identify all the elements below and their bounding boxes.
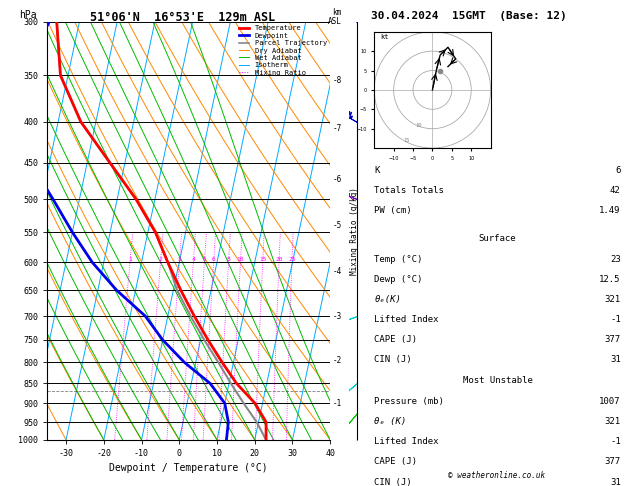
Text: hPa: hPa: [19, 10, 36, 20]
Text: -1: -1: [332, 399, 342, 408]
Text: Temp (°C): Temp (°C): [374, 255, 423, 264]
Text: 1.49: 1.49: [599, 206, 621, 215]
Text: -5: -5: [332, 222, 342, 230]
Text: -8: -8: [332, 76, 342, 85]
Text: Pressure (mb): Pressure (mb): [374, 397, 444, 406]
Text: Surface: Surface: [479, 234, 516, 243]
Text: θₑ(K): θₑ(K): [374, 295, 401, 304]
Text: -1: -1: [610, 315, 621, 324]
Text: Mixing Ratio (g/kg): Mixing Ratio (g/kg): [350, 187, 359, 275]
Text: 15: 15: [259, 258, 267, 262]
Text: Dewp (°C): Dewp (°C): [374, 275, 423, 284]
Text: -2: -2: [332, 356, 342, 364]
Text: -7: -7: [332, 124, 342, 133]
Text: 1007: 1007: [599, 397, 621, 406]
Text: K: K: [374, 166, 380, 174]
Text: -6: -6: [332, 174, 342, 184]
Text: © weatheronline.co.uk: © weatheronline.co.uk: [448, 471, 545, 480]
Text: 321: 321: [604, 295, 621, 304]
Text: PW (cm): PW (cm): [374, 206, 412, 215]
Text: 377: 377: [604, 457, 621, 467]
Text: 30.04.2024  15GMT  (Base: 12): 30.04.2024 15GMT (Base: 12): [370, 11, 567, 21]
Text: Totals Totals: Totals Totals: [374, 186, 444, 195]
Text: 8: 8: [226, 258, 230, 262]
Text: 3: 3: [177, 258, 181, 262]
Text: θₑ (K): θₑ (K): [374, 417, 406, 426]
Legend: Temperature, Dewpoint, Parcel Trajectory, Dry Adiabat, Wet Adiabat, Isotherm, Mi: Temperature, Dewpoint, Parcel Trajectory…: [238, 25, 326, 76]
Text: CAPE (J): CAPE (J): [374, 457, 418, 467]
Text: Lifted Index: Lifted Index: [374, 437, 439, 446]
Text: -1: -1: [610, 437, 621, 446]
Text: 23: 23: [610, 255, 621, 264]
Text: 6: 6: [615, 166, 621, 174]
Text: km
ASL: km ASL: [328, 8, 342, 26]
Text: 20: 20: [276, 258, 283, 262]
Text: 6: 6: [212, 258, 216, 262]
Text: -4: -4: [332, 266, 342, 276]
Text: CIN (J): CIN (J): [374, 478, 412, 486]
Text: 5: 5: [203, 258, 206, 262]
Text: -3: -3: [332, 312, 342, 320]
Text: CIN (J): CIN (J): [374, 355, 412, 364]
Text: 25: 25: [288, 258, 296, 262]
Text: 31: 31: [610, 355, 621, 364]
X-axis label: Dewpoint / Temperature (°C): Dewpoint / Temperature (°C): [109, 464, 268, 473]
Text: 31: 31: [610, 478, 621, 486]
Text: 377: 377: [604, 335, 621, 344]
Text: 321: 321: [604, 417, 621, 426]
Text: 10: 10: [415, 123, 421, 128]
Text: 12.5: 12.5: [599, 275, 621, 284]
Text: 1: 1: [128, 258, 132, 262]
Text: Lifted Index: Lifted Index: [374, 315, 439, 324]
Text: 10: 10: [237, 258, 244, 262]
Text: 51°06'N  16°53'E  129m ASL: 51°06'N 16°53'E 129m ASL: [90, 11, 275, 24]
Text: 15: 15: [403, 139, 410, 143]
Text: Most Unstable: Most Unstable: [462, 377, 533, 385]
Text: 4: 4: [191, 258, 195, 262]
Text: CAPE (J): CAPE (J): [374, 335, 418, 344]
Text: 42: 42: [610, 186, 621, 195]
Text: kt: kt: [380, 35, 389, 40]
Text: 2: 2: [159, 258, 162, 262]
